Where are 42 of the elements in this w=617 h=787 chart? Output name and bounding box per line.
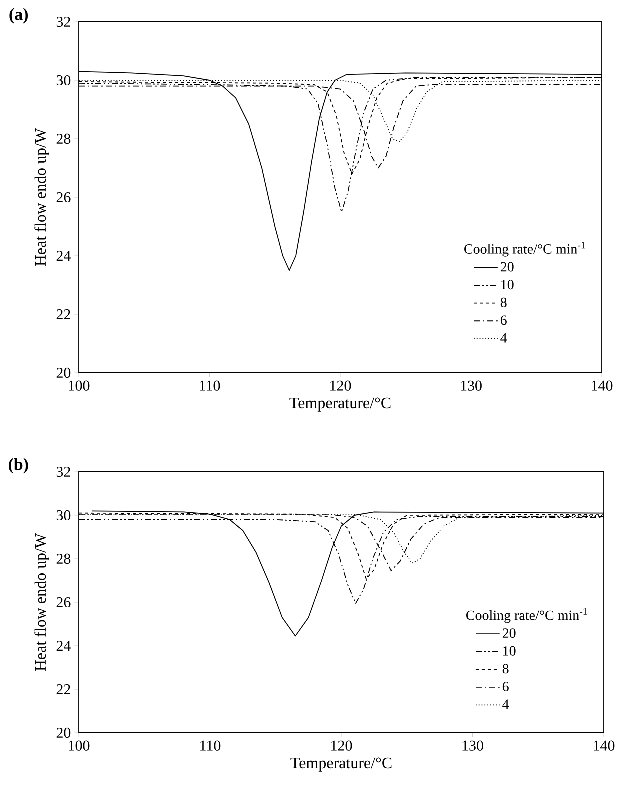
y-tick-label: 22 — [56, 684, 70, 694]
y-tick-label: 28 — [56, 554, 71, 564]
legend-label: 4 — [500, 334, 508, 343]
y-axis-title: Heat flow endo up/W — [34, 533, 50, 672]
y-tick-label: 20 — [56, 728, 71, 738]
y-tick-label: 30 — [56, 510, 71, 521]
legend-title: Cooling rate/°C min$^{-1}$ — [466, 608, 588, 624]
y-axis-title: Heat flow endo up/W — [34, 128, 50, 266]
y-tick-label: 26 — [56, 597, 71, 608]
x-tick-label: 110 — [200, 380, 220, 391]
x-axis-title: Temperature/°C — [290, 398, 391, 412]
x-tick-label: 110 — [200, 740, 221, 751]
y-tick-label: 26 — [56, 192, 71, 203]
legend-label: 8 — [500, 298, 507, 308]
chart-title: (b) — [8, 458, 28, 474]
legend-label: 20 — [500, 262, 514, 272]
legend-label: 8 — [502, 664, 509, 674]
legend-label: 6 — [502, 682, 509, 692]
y-tick-label: 32 — [56, 466, 70, 478]
x-tick-label: 120 — [330, 380, 352, 391]
x-tick-label: 100 — [69, 740, 90, 751]
legend-title: Cooling rate/°C min$^{-1}$ — [464, 242, 586, 257]
y-tick-label: 32 — [56, 16, 70, 28]
legend-label: 10 — [502, 280, 514, 290]
chart-title: (a) — [10, 8, 28, 24]
x-tick-label: 130 — [462, 740, 484, 751]
y-tick-label: 22 — [56, 310, 70, 320]
x-axis-title: Temperature/°C — [290, 758, 392, 772]
x-tick-label: 100 — [69, 380, 90, 391]
x-tick-label: 130 — [461, 380, 482, 391]
y-tick-label: 24 — [56, 641, 71, 651]
y-tick-label: 28 — [56, 134, 71, 144]
x-tick-label: 120 — [332, 740, 352, 751]
legend-label: 4 — [502, 700, 510, 710]
legend-label: 20 — [502, 628, 516, 638]
x-tick-label: 140 — [594, 740, 615, 751]
x-tick-label: 140 — [592, 380, 613, 391]
y-tick-label: 24 — [56, 251, 71, 261]
legend-label: 10 — [504, 646, 516, 656]
y-tick-label: 20 — [56, 368, 71, 378]
y-tick-label: 30 — [56, 75, 71, 86]
legend-label: 6 — [500, 316, 507, 326]
